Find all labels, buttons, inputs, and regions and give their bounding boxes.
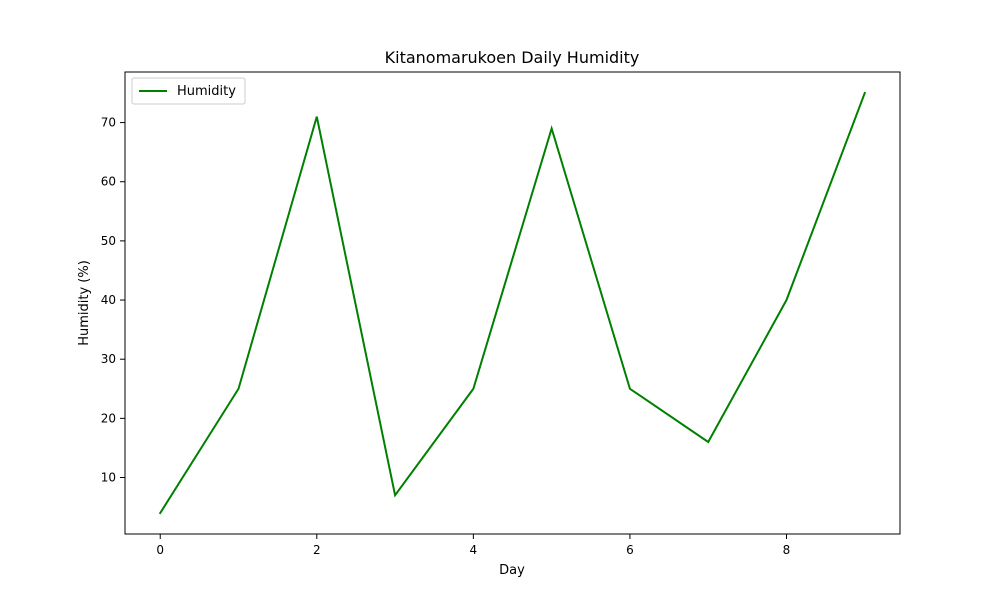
series-layer (158, 91, 867, 515)
chart-title: Kitanomarukoen Daily Humidity (385, 48, 640, 67)
x-axis-label: Day (499, 563, 525, 578)
x-tick-label: 4 (470, 543, 478, 557)
x-tick-label: 8 (783, 543, 791, 557)
legend-box (131, 77, 246, 105)
legend: Humidity (131, 77, 246, 105)
y-tick-label: 50 (101, 234, 116, 248)
y-tick-label: 40 (101, 293, 116, 307)
x-axis-ticks: 0 2 4 6 8 (156, 534, 790, 557)
plot-area (124, 71, 901, 535)
y-tick-label: 70 (101, 116, 116, 130)
y-tick-label: 30 (101, 352, 116, 366)
series-line-humidity (158, 91, 867, 515)
y-tick-label: 10 (101, 471, 116, 485)
y-axis-label: Humidity (%) (77, 260, 92, 346)
x-tick-label: 6 (626, 543, 634, 557)
y-tick-label: 20 (101, 411, 116, 425)
legend-label-humidity: Humidity (177, 84, 236, 99)
y-tick-label: 60 (101, 175, 116, 189)
x-tick-label: 0 (156, 543, 164, 557)
x-tick-label: 2 (313, 543, 321, 557)
y-axis-ticks: 10 20 30 40 50 60 70 (101, 116, 125, 485)
